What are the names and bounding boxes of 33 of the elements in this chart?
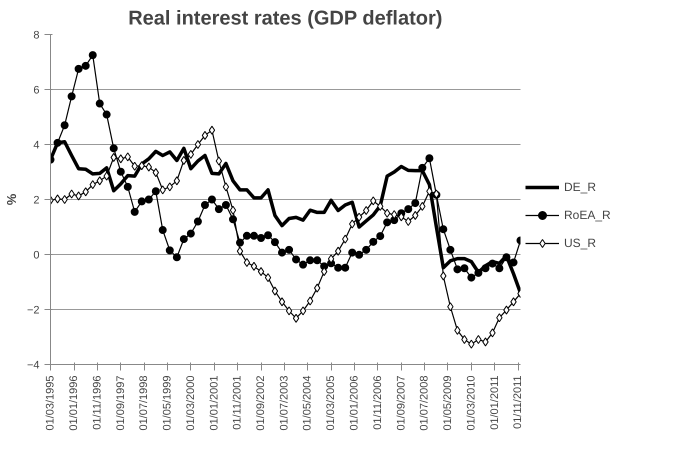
- x-tick-label: 01/05/2009: [442, 375, 454, 431]
- x-tick-label: 01/11/1996: [91, 375, 104, 430]
- y-tick-label: 8: [33, 30, 40, 42]
- x-tick-label: 01/01/1996: [68, 375, 80, 431]
- y-tick-label: 6: [33, 84, 40, 96]
- y-tick-label: 4: [33, 140, 40, 152]
- x-tick-label: 01/07/1998: [138, 375, 150, 431]
- x-tick-label: 01/09/1997: [114, 375, 127, 431]
- x-tick-label: 01/11/2011: [512, 376, 524, 429]
- x-tick-label: 01/11/2006: [372, 375, 384, 430]
- legend-label: US_R: [564, 236, 596, 250]
- x-tick-label: 01/05/2004: [302, 375, 314, 431]
- x-tick-label: 01/03/2000: [184, 375, 197, 431]
- x-tick-label: 01/07/2003: [278, 375, 290, 431]
- y-axis-title: %: [4, 193, 19, 206]
- x-tick-label: 01/11/2001: [232, 375, 244, 430]
- y-tick-label: 0: [33, 250, 40, 262]
- x-tick-label: 01/03/1995: [44, 375, 56, 431]
- legend-label: RoEA_R: [564, 208, 611, 222]
- x-tick-label: 01/03/2005: [325, 375, 338, 431]
- x-tick-label: 01/05/1999: [161, 375, 174, 431]
- x-tick-label: 01/01/2006: [348, 375, 361, 431]
- x-tick-label: 01/01/2011: [488, 375, 501, 430]
- x-tick-label: 01/01/2001: [208, 375, 220, 431]
- chart-title: Real interest rates (GDP deflator): [128, 8, 442, 30]
- x-tick-label: 01/09/2002: [255, 375, 268, 431]
- y-tick-label: 2: [33, 194, 40, 206]
- x-tick-label: 01/03/2010: [465, 375, 478, 431]
- y-tick-label: −2: [26, 304, 40, 316]
- y-tick-label: −4: [26, 360, 40, 372]
- x-tick-label: 01/09/2007: [395, 375, 408, 431]
- x-tick-label: 01/07/2008: [418, 375, 431, 431]
- legend-label: DE_R: [564, 180, 596, 194]
